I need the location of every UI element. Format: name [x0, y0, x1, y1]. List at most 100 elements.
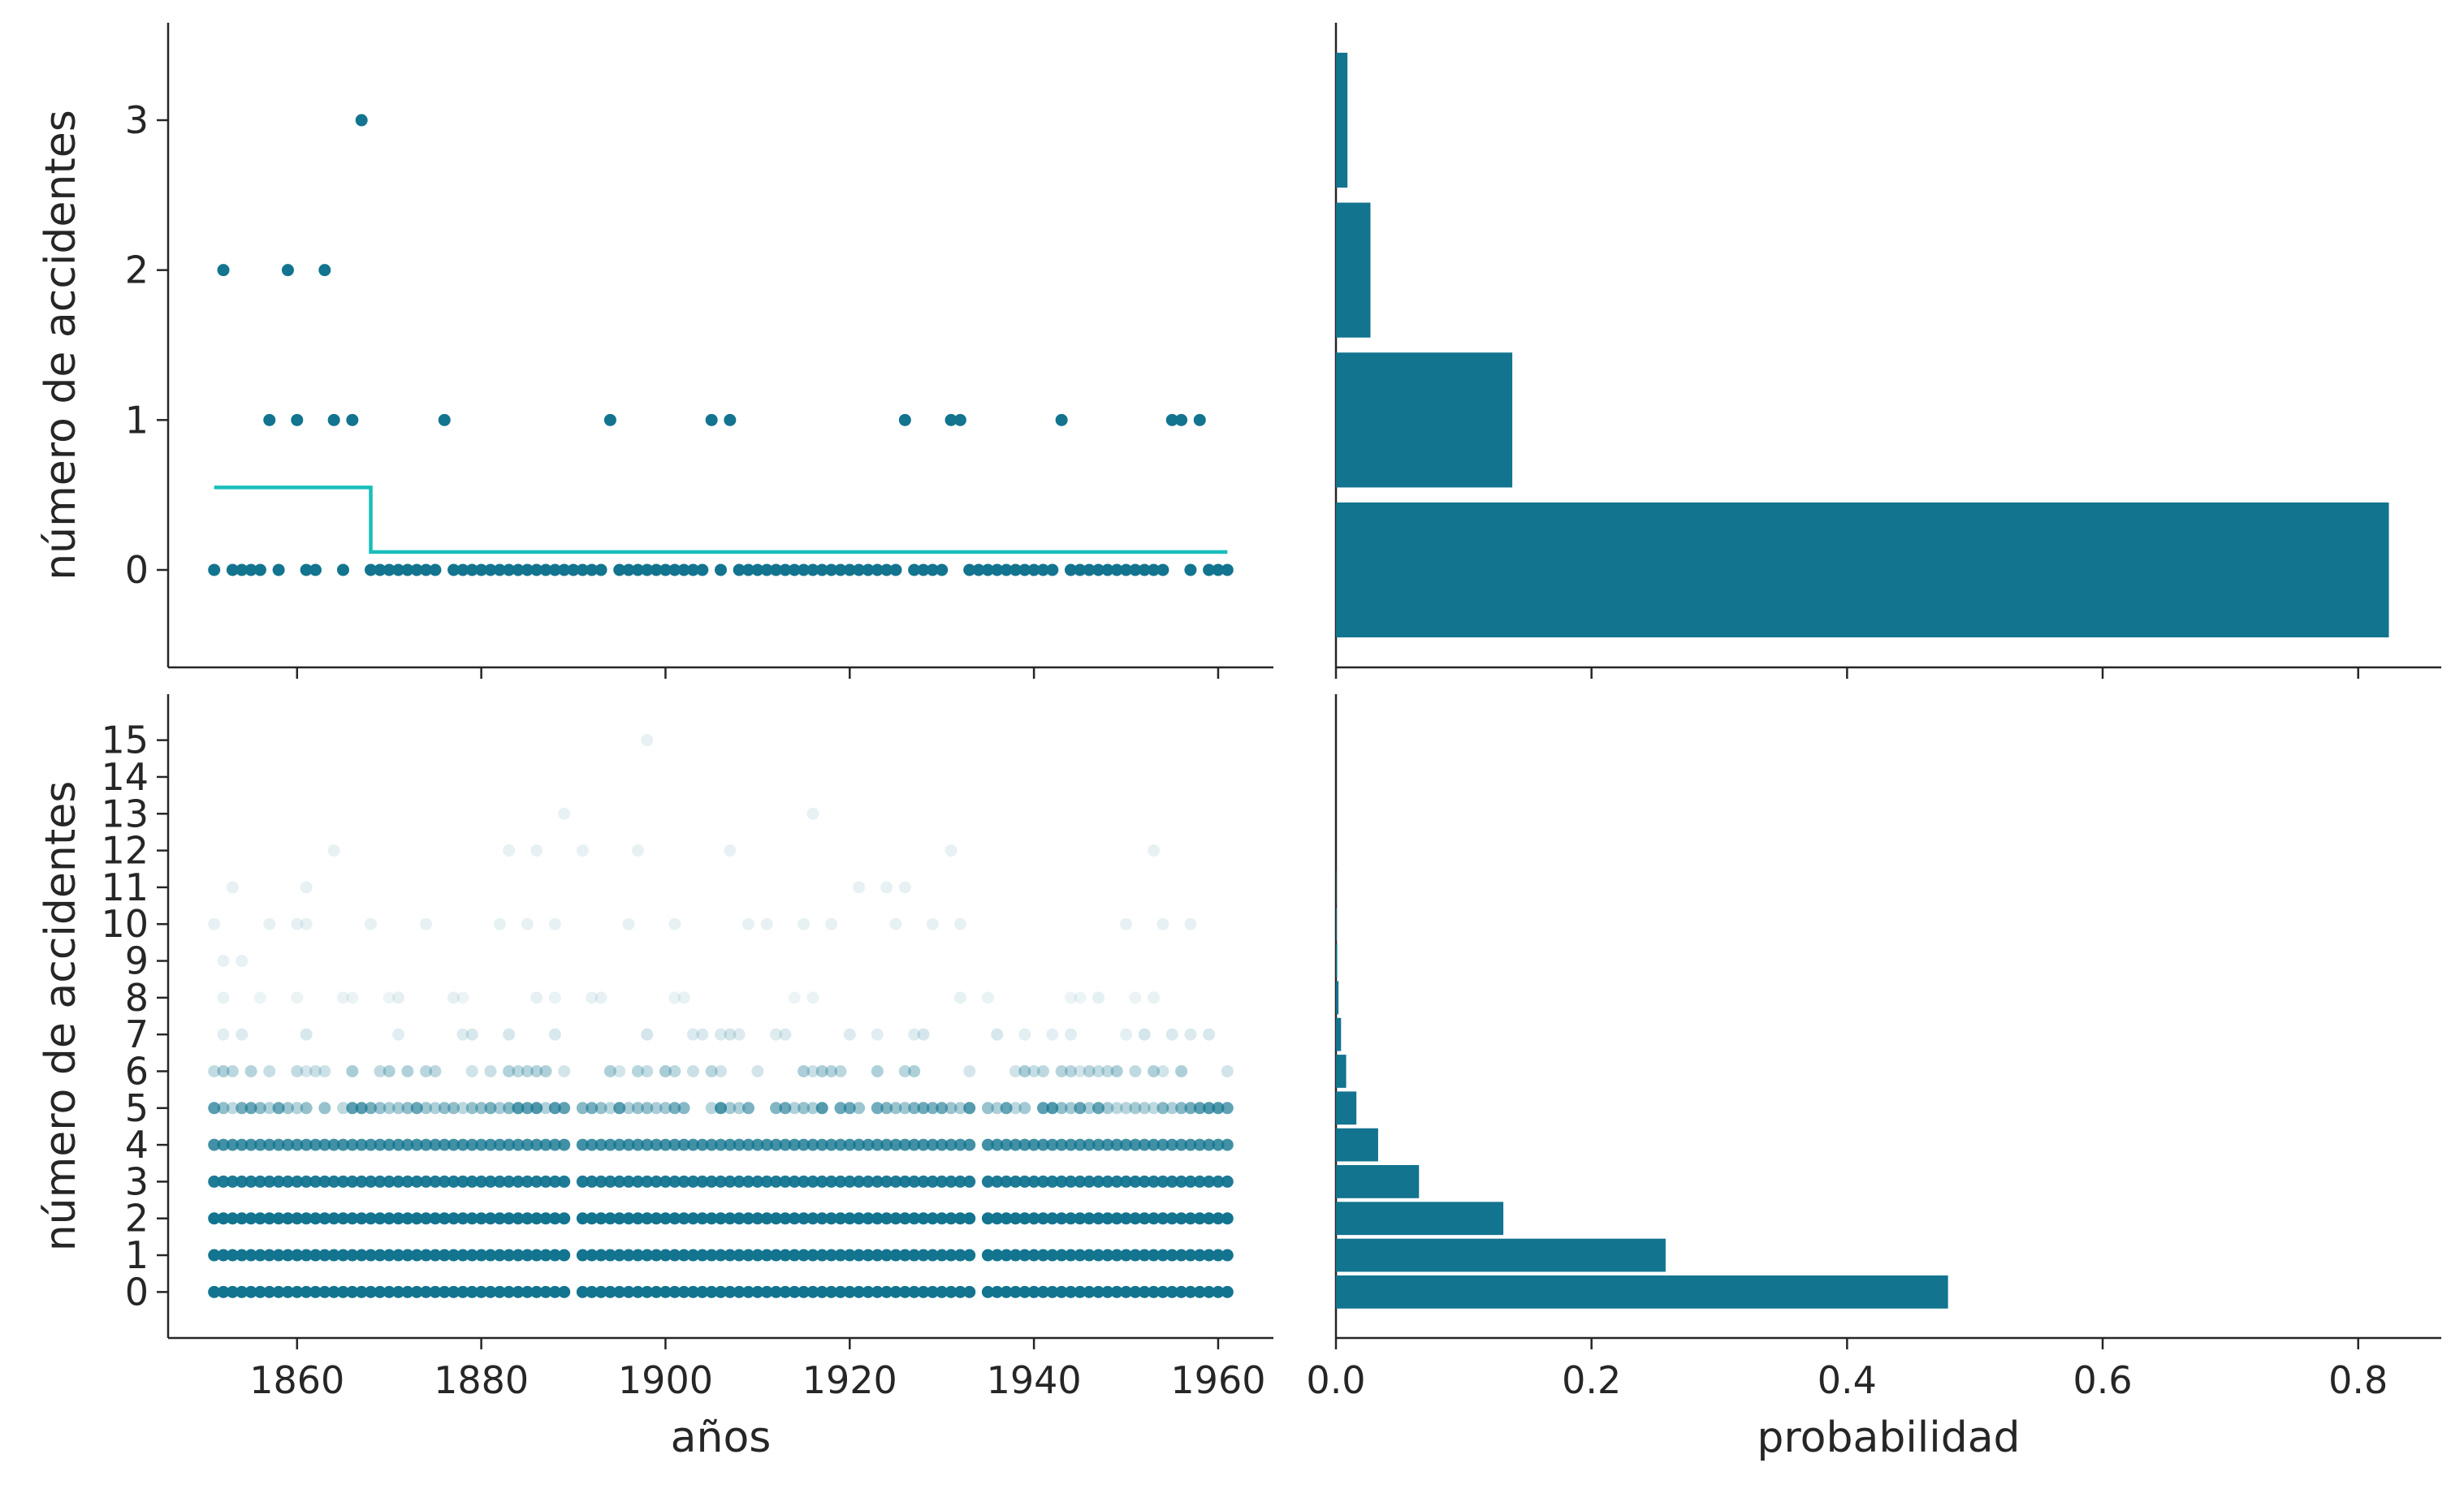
sample-point	[641, 1212, 654, 1225]
sample-point	[447, 1212, 460, 1225]
sample-point	[281, 1175, 294, 1188]
data-point	[798, 563, 811, 576]
sample-point	[613, 1064, 626, 1077]
sample-point	[346, 1138, 359, 1151]
data-point	[641, 563, 654, 576]
data-point	[917, 563, 930, 576]
sample-point	[815, 1212, 828, 1225]
sample-point	[291, 1175, 304, 1188]
sample-point	[558, 1064, 571, 1077]
sample-point	[1074, 1138, 1087, 1151]
sample-point	[438, 1249, 451, 1262]
sample-point	[889, 1285, 902, 1298]
sample-point	[1064, 1102, 1077, 1115]
sample-point	[631, 1064, 644, 1077]
sample-point	[244, 1102, 257, 1115]
sample-point	[1046, 1212, 1059, 1225]
sample-point	[272, 1138, 285, 1151]
sample-point	[981, 1249, 994, 1262]
sample-point	[208, 1175, 221, 1188]
sample-point	[456, 1212, 469, 1225]
sample-point	[447, 1175, 460, 1188]
sample-point	[613, 1102, 626, 1115]
sample-point	[1110, 1064, 1123, 1077]
sample-point	[217, 1138, 230, 1151]
data-point	[447, 563, 460, 576]
data-point	[548, 563, 561, 576]
sample-point	[677, 1102, 690, 1115]
sample-point	[1120, 1138, 1133, 1151]
sample-point	[236, 1102, 249, 1115]
sample-point	[936, 1138, 949, 1151]
sample-point	[1148, 1102, 1161, 1115]
sample-point	[327, 1285, 340, 1298]
sample-point	[300, 1249, 313, 1262]
sample-point	[365, 1249, 378, 1262]
sample-point	[843, 1175, 856, 1188]
sample-point	[1055, 1138, 1068, 1151]
data-point	[291, 413, 304, 426]
x-axis-label: probabilidad	[1757, 1413, 2020, 1462]
data-point	[963, 563, 976, 576]
sample-point	[309, 1212, 322, 1225]
sample-point	[1175, 1138, 1188, 1151]
sample-point	[871, 1175, 884, 1188]
sample-point	[272, 1249, 285, 1262]
sample-point	[447, 1138, 460, 1151]
sample-point	[1175, 1064, 1188, 1077]
sample-point	[806, 1249, 819, 1262]
sample-point	[576, 844, 589, 857]
data-point	[825, 563, 838, 576]
sample-point	[862, 1285, 875, 1298]
sample-point	[945, 1175, 958, 1188]
sample-point	[898, 1138, 911, 1151]
sample-point	[1110, 1138, 1123, 1151]
sample-point	[484, 1138, 497, 1151]
sample-point	[291, 1285, 304, 1298]
sample-point	[392, 1212, 405, 1225]
sample-point	[392, 1249, 405, 1262]
sample-point	[365, 1175, 378, 1188]
sample-point	[1221, 1138, 1234, 1151]
sample-point	[825, 1285, 838, 1298]
sample-point	[465, 1138, 478, 1151]
sample-point	[512, 1064, 525, 1077]
sample-point	[1092, 1285, 1105, 1298]
sample-point	[631, 1285, 644, 1298]
sample-point	[539, 1175, 552, 1188]
bar	[1336, 1275, 1948, 1309]
sample-point	[281, 1138, 294, 1151]
sample-point	[1148, 1285, 1161, 1298]
sample-point	[1120, 1102, 1133, 1115]
sample-point	[908, 1212, 921, 1225]
sample-point	[871, 1102, 884, 1115]
sample-point	[318, 1212, 331, 1225]
y-tick-label: 14	[101, 755, 149, 799]
sample-point	[208, 1102, 221, 1115]
sample-point	[1193, 1285, 1206, 1298]
sample-point	[1083, 1285, 1096, 1298]
data-point	[696, 563, 709, 576]
sample-point	[862, 1138, 875, 1151]
sample-point	[1129, 1249, 1142, 1262]
sample-point	[917, 1175, 930, 1188]
x-tick-label: 1880	[434, 1358, 529, 1402]
sample-point	[208, 1212, 221, 1225]
data-point	[853, 563, 866, 576]
sample-point	[770, 1028, 783, 1041]
sample-point	[217, 1212, 230, 1225]
sample-point	[705, 1249, 718, 1262]
y-tick-label: 7	[125, 1012, 149, 1056]
sample-point	[760, 1138, 773, 1151]
sample-point	[548, 1285, 561, 1298]
sample-point	[631, 844, 644, 857]
sample-point	[1018, 1028, 1031, 1041]
sample-point	[401, 1212, 414, 1225]
y-tick-label: 13	[101, 792, 149, 835]
sample-point	[953, 1102, 966, 1115]
sample-point	[788, 991, 801, 1004]
bar	[1336, 52, 1348, 188]
bar	[1336, 202, 1371, 338]
sample-point	[603, 1138, 616, 1151]
y-tick-label: 12	[101, 829, 149, 873]
